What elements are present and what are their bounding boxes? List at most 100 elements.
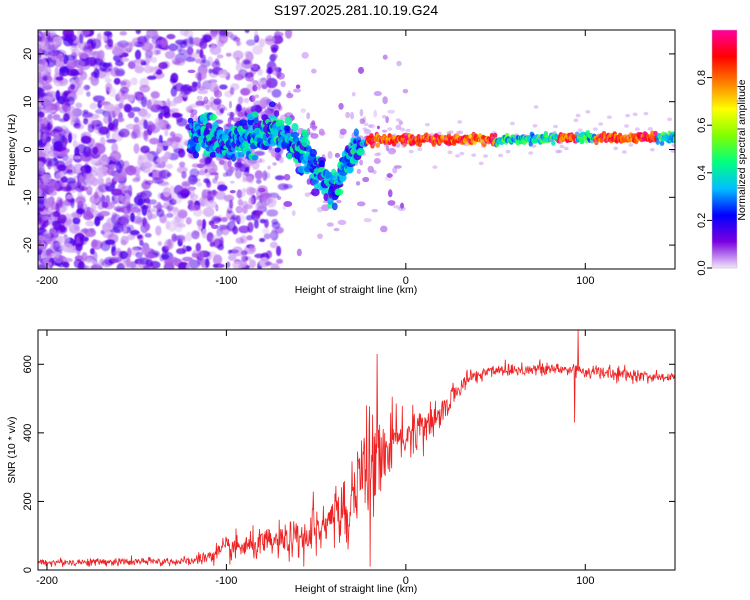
noise-blob	[283, 201, 293, 208]
noise-blob	[229, 34, 238, 41]
signal-blob	[237, 151, 245, 158]
colorbar-tick-label: 0.2	[696, 213, 708, 228]
noise-blob	[176, 117, 188, 127]
noise-blob	[337, 219, 347, 226]
noise-blob	[280, 80, 286, 88]
noise-blob	[124, 222, 130, 228]
noise-blob	[338, 102, 344, 110]
noise-blob	[75, 185, 85, 193]
noise-blob	[259, 218, 266, 224]
noise-blob	[166, 33, 176, 40]
signal-blob	[187, 117, 194, 124]
noise-blob	[38, 156, 44, 162]
noise-blob	[265, 196, 277, 208]
noise-blob	[243, 97, 250, 104]
noise-blob	[188, 204, 201, 211]
noise-blob	[197, 89, 209, 95]
noise-blob	[213, 263, 225, 268]
noise-blob	[244, 30, 250, 34]
signal-blob	[284, 125, 291, 132]
noise-blob	[53, 157, 58, 162]
noise-blob	[359, 118, 365, 125]
noise-blob	[130, 77, 138, 86]
noise-blob	[387, 109, 396, 114]
noise-blob	[61, 242, 74, 253]
signal-blob	[659, 140, 665, 146]
noise-blob	[136, 209, 142, 216]
noise-blob	[132, 177, 141, 183]
noise-blob	[357, 66, 365, 74]
noise-blob	[266, 209, 279, 217]
noise-blob	[173, 147, 184, 154]
noise-blob	[41, 251, 47, 257]
noise-blob	[71, 112, 76, 124]
noise-blob	[85, 220, 95, 227]
x-tick-label: -100	[215, 575, 237, 587]
signal-blob	[353, 128, 359, 137]
noise-blob	[223, 194, 235, 202]
noise-blob	[268, 80, 272, 88]
noise-blob	[235, 237, 245, 244]
noise-blob	[219, 107, 225, 114]
noise-blob	[326, 222, 334, 227]
noise-blob	[79, 53, 87, 59]
noise-blob	[242, 205, 248, 214]
noise-blob	[50, 243, 58, 251]
noise-blob	[237, 111, 244, 118]
noise-blob	[107, 38, 114, 48]
noise-blob	[140, 96, 148, 108]
halo-blob	[621, 150, 627, 154]
noise-blob	[229, 189, 236, 194]
noise-blob	[252, 80, 259, 86]
y-tick-label: 0	[22, 567, 34, 573]
noise-blob	[219, 224, 229, 230]
noise-blob	[229, 87, 235, 95]
noise-blob	[147, 123, 156, 132]
noise-blob	[57, 95, 66, 105]
noise-blob	[162, 186, 171, 198]
halo-blob	[573, 118, 579, 123]
noise-blob	[215, 190, 226, 200]
noise-blob	[258, 158, 266, 163]
noise-blob	[351, 92, 356, 97]
halo-blob	[575, 113, 581, 118]
noise-blob	[235, 57, 240, 64]
noise-blob	[135, 129, 144, 139]
snr-frame	[37, 329, 676, 571]
noise-blob	[166, 212, 174, 218]
noise-blob	[38, 35, 43, 43]
noise-blob	[300, 108, 306, 113]
noise-blob	[196, 95, 203, 101]
figure-title: S197.2025.281.10.19.G24	[274, 2, 438, 18]
noise-blob	[252, 85, 258, 92]
noise-blob	[133, 91, 141, 98]
noise-blob	[52, 35, 63, 46]
noise-blob	[53, 254, 64, 264]
noise-blob	[112, 222, 124, 234]
noise-blob	[233, 73, 244, 81]
noise-blob	[59, 225, 66, 233]
signal-blob	[311, 188, 320, 197]
noise-blob	[138, 154, 144, 160]
noise-blob	[271, 53, 279, 59]
noise-blob	[205, 258, 210, 268]
noise-blob	[60, 257, 73, 263]
noise-blob	[207, 56, 213, 63]
noise-blob	[55, 202, 60, 214]
signal-blob	[672, 135, 675, 142]
noise-blob	[381, 129, 388, 133]
noise-blob	[359, 108, 364, 117]
noise-blob	[267, 165, 272, 170]
snr-panel: -200 -100 0 100 0 200 400 600 Height of straig…	[6, 329, 676, 595]
noise-blob	[128, 42, 134, 51]
signal-blob	[551, 140, 556, 146]
noise-blob	[98, 210, 111, 217]
noise-blob	[222, 172, 229, 177]
noise-blob	[80, 30, 91, 36]
noise-blob	[41, 173, 52, 184]
noise-blob	[274, 175, 285, 181]
noise-blob	[196, 219, 203, 227]
noise-blob	[185, 57, 196, 62]
halo-blob	[585, 110, 591, 114]
noise-blob	[218, 159, 225, 166]
